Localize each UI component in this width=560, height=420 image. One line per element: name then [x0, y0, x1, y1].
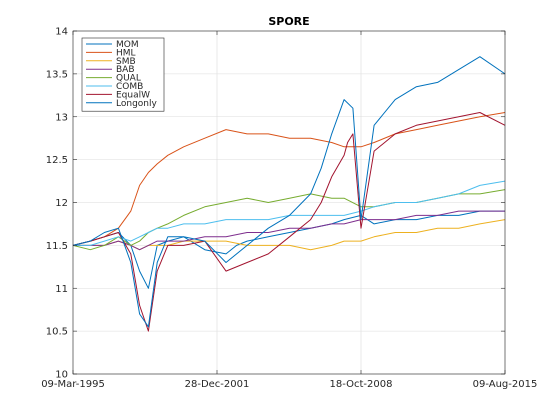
x-axis-ticks: 09-Mar-1995 28-Dec-2001 18-Oct-2008 09-Aug-… [41, 31, 537, 390]
x-tick-label: 18-Oct-2008 [330, 379, 393, 390]
y-tick-label: 14 [55, 27, 68, 38]
y-tick-label: 13.5 [46, 69, 68, 80]
legend-label: QUAL [116, 74, 141, 84]
series-line-bab [73, 210, 505, 251]
legend-label: Longonly [116, 99, 157, 109]
legend-box [81, 37, 165, 112]
y-tick-label: 11 [55, 284, 68, 295]
series-line-comb [73, 180, 506, 246]
legend-label: COMB [116, 82, 143, 92]
legend-label: EqualW [116, 90, 150, 100]
series-line-longonly [72, 56, 506, 328]
legend-label: BAB [116, 65, 135, 75]
series-line-equalw [72, 112, 506, 332]
y-axis-ticks: 10 10.5 11 11.5 12 12.5 13 13.5 14 [46, 27, 505, 381]
x-tick-label: 09-Mar-1995 [41, 379, 105, 390]
x-tick-label: 28-Dec-2001 [185, 379, 250, 390]
legend-label: HML [116, 48, 136, 58]
series-line-mom [72, 210, 505, 289]
y-tick-label: 13 [55, 112, 68, 123]
series-line-qual [72, 189, 506, 251]
x-tick-label: 09-Aug-2015 [473, 379, 538, 390]
chart-title: SPORE [268, 15, 309, 28]
y-tick-label: 12 [55, 198, 68, 209]
y-tick-label: 12.5 [46, 155, 68, 166]
y-tick-label: 11.5 [46, 241, 68, 252]
legend-label: SMB [116, 57, 136, 67]
series-line-hml [72, 112, 506, 246]
legend-label: MOM [116, 40, 139, 50]
series-lines [72, 56, 506, 332]
y-tick-label: 10 [55, 370, 68, 381]
y-tick-label: 10.5 [46, 327, 68, 338]
